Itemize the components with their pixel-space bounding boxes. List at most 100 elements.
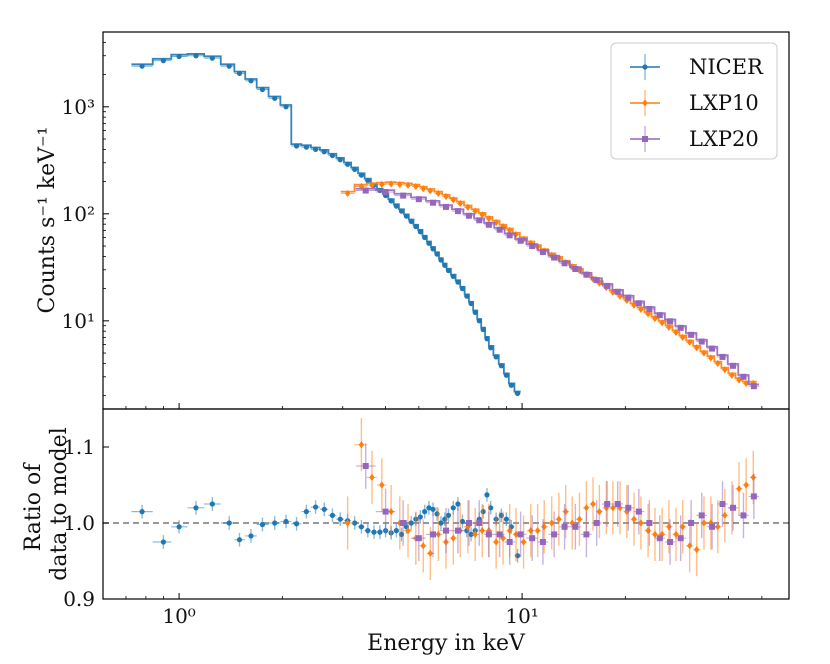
lxp10-data-point: [673, 328, 679, 336]
lxp10-ratio-point: [556, 515, 562, 523]
lxp10-data-point: [427, 187, 434, 195]
nicer-data-point: [514, 390, 521, 396]
lxp10-ratio-point: [472, 530, 478, 538]
lxp10-data-point: [435, 189, 442, 198]
nicer-ratio-point: [450, 505, 456, 511]
lxp20-data-point: [625, 294, 632, 301]
top-panel-y-ticks: 10¹ 10² 10³: [62, 31, 109, 397]
nicer-data-point: [498, 363, 504, 369]
lxp20-data-point: [709, 345, 716, 352]
lxp10-ratio-point: [562, 508, 569, 516]
nicer-data-point: [464, 293, 470, 299]
lxp20-data-point: [506, 232, 513, 239]
lxp10-ratio-point: [534, 527, 541, 535]
nicer-ratio-point: [236, 537, 243, 543]
nicer-ratio-point: [259, 521, 266, 528]
legend-entries: NICER LXP10 LXP20: [630, 54, 764, 152]
lxp10-data-point: [743, 379, 749, 388]
nicer-ratio-point: [329, 512, 336, 519]
lxp20-ratio-point: [750, 493, 757, 500]
lxp10-ratio-point: [686, 542, 693, 550]
nicer-data-point: [365, 177, 371, 184]
lxp20-ratio-point: [454, 527, 461, 534]
lxp20-model-step-line: [355, 187, 760, 386]
nicer-data-point: [329, 152, 336, 159]
lxp20-ratio-point: [709, 523, 716, 530]
lxp20-ratio-point: [656, 535, 663, 542]
nicer-data-point: [139, 63, 145, 69]
nicer-ratio-point: [193, 505, 199, 511]
lxp10-ratio-point: [631, 515, 637, 523]
lxp10-ratio-point: [743, 481, 749, 489]
lxp10-data-point: [465, 203, 471, 211]
lxp20-data-point: [572, 266, 579, 273]
nicer-data-point: [503, 372, 509, 378]
lxp10-ratio-point: [549, 519, 555, 527]
nicer-data-point: [484, 336, 490, 342]
lxp10-data-point: [450, 196, 456, 204]
nicer-data-point: [488, 345, 494, 351]
lxp20-data-point: [465, 212, 472, 219]
legend-lxp20-marker: [642, 136, 648, 142]
lxp20-data-point: [415, 196, 422, 203]
top-panel-y-axis-label: Counts s⁻¹ keV⁻¹: [35, 127, 60, 314]
lxp10-data-point: [420, 185, 426, 193]
nicer-data-point: [426, 240, 432, 246]
bottom-panel-y-ticks: 0.9 1.0 1.1: [63, 435, 109, 611]
legend-lxp10-marker: [642, 99, 648, 107]
nicer-ratio-point: [430, 506, 436, 512]
lxp10-data-point: [379, 180, 385, 189]
lxp20-ratio-point: [415, 535, 422, 542]
nicer-data-point: [468, 300, 474, 307]
lxp20-ratio-point: [443, 527, 449, 534]
nicer-ratio-point: [377, 529, 383, 535]
lxp10-data-point: [388, 180, 394, 188]
nicer-data-point: [445, 267, 452, 274]
lxp20-data-point: [551, 254, 558, 261]
lxp10-data-point: [729, 371, 735, 379]
lxp20-ratio-point: [646, 520, 653, 526]
lxp10-ratio-point: [610, 504, 616, 512]
ratio-y-tick-label: 0.9: [63, 587, 95, 611]
nicer-ratio-point: [352, 520, 358, 526]
lxp20-ratio-point: [362, 463, 369, 469]
lxp20-ratio-point: [677, 535, 684, 542]
nicer-data-point: [480, 326, 486, 333]
lxp20-ratio-point: [430, 531, 437, 538]
lxp20-data-point: [496, 226, 503, 233]
lxp10-ratio-point: [493, 538, 499, 546]
nicer-ratio-point: [468, 531, 474, 538]
nicer-ratio-point: [480, 509, 486, 515]
nicer-data-point: [283, 104, 289, 110]
lxp20-ratio-point: [667, 539, 674, 545]
nicer-ratio-point: [445, 512, 452, 519]
nicer-data-point: [272, 95, 278, 101]
lxp10-ratio-point: [450, 534, 456, 542]
lxp20-data-point: [688, 331, 695, 338]
lxp10-data-point: [472, 207, 478, 215]
top-panel-marks: [131, 53, 760, 396]
lxp20-data-point: [656, 312, 663, 319]
nicer-ratio-point: [139, 509, 145, 515]
lxp20-ratio-point: [561, 523, 568, 530]
nicer-ratio-point: [484, 492, 490, 498]
nicer-data-point: [459, 286, 466, 292]
lxp10-data-point: [576, 266, 583, 275]
lxp20-data-point: [382, 188, 389, 195]
nicer-data-point: [248, 78, 254, 84]
nicer-data-point: [408, 218, 414, 224]
nicer-data-point: [455, 279, 461, 285]
lxp20-data-point: [561, 260, 568, 267]
lxp20-ratio-point: [476, 520, 483, 526]
lxp20-data-point: [730, 362, 737, 369]
lxp20-ratio-point: [635, 508, 642, 515]
lxp10-ratio-point: [736, 485, 742, 493]
lxp10-ratio-point: [420, 542, 426, 550]
nicer-data-point: [508, 382, 514, 388]
nicer-data-point: [321, 149, 327, 155]
lxp10-data-point: [736, 376, 742, 384]
lxp20-ratio-point: [485, 531, 492, 538]
x-axis-ticks: 10⁰ 10¹: [102, 403, 790, 628]
lxp20-data-point: [635, 300, 642, 307]
